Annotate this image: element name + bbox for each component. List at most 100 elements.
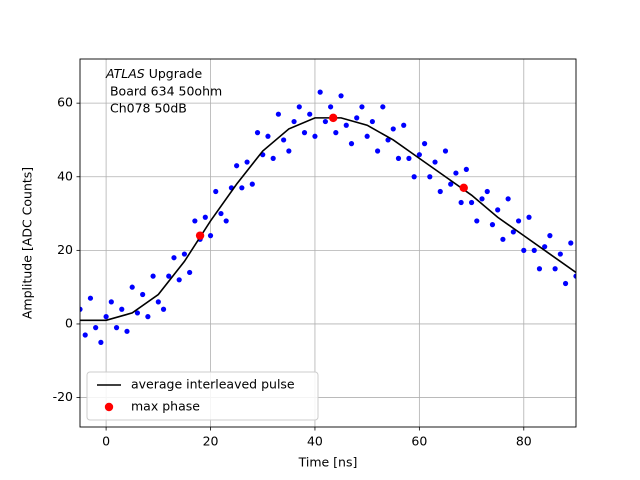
scatter-point (510, 229, 516, 235)
scatter-point (322, 118, 328, 125)
scatter-point (312, 133, 318, 139)
scatter-point (390, 126, 396, 132)
scatter-point (489, 222, 496, 228)
scatter-point (343, 122, 349, 128)
scatter-point (129, 284, 135, 290)
scatter-point (359, 104, 365, 110)
legend-marker (104, 402, 114, 412)
scatter-point (432, 159, 438, 165)
scatter-point (234, 163, 240, 169)
axes-frame (79, 58, 577, 428)
legend-box (86, 371, 319, 421)
scatter-point (562, 280, 569, 287)
scatter-point (395, 155, 402, 161)
scatter-point (254, 130, 261, 136)
scatter-point (171, 255, 177, 261)
scatter-point (113, 325, 120, 331)
scatter-point (328, 104, 334, 110)
scatter-point (333, 130, 339, 136)
scatter-point (573, 273, 576, 279)
plot-area (80, 89, 576, 345)
scatter-point (421, 141, 428, 147)
scatter-point (453, 170, 459, 176)
scatter-point (187, 269, 193, 276)
max-phase-point (195, 231, 205, 240)
scatter-point (296, 104, 302, 110)
scatter-point (411, 174, 417, 180)
scatter-point (134, 310, 141, 316)
scatter-point (140, 291, 146, 298)
scatter-point (442, 148, 449, 154)
scatter-point (301, 130, 308, 136)
scatter-point (192, 218, 198, 224)
scatter-point (448, 181, 454, 187)
scatter-point (406, 155, 412, 161)
scatter-point (275, 111, 281, 117)
scatter-point (380, 104, 386, 110)
scatter-point (98, 339, 104, 345)
scatter-point (155, 299, 161, 305)
scatter-point (338, 93, 344, 99)
scatter-point (145, 314, 151, 320)
scatter-point (108, 299, 114, 305)
annotation: ATLAS Upgrade (105, 66, 202, 81)
scatter-point (239, 185, 245, 191)
scatter-point (369, 118, 375, 125)
scatter-point (166, 273, 172, 279)
y-tick-label: 0 (65, 315, 73, 330)
scatter-point (474, 218, 480, 224)
x-tick-label: 40 (307, 434, 323, 449)
scatter-point (281, 137, 287, 143)
scatter-point (207, 233, 214, 239)
scatter-point (160, 306, 167, 312)
scatter-point (124, 328, 130, 334)
scatter-point (244, 159, 250, 165)
scatter-point (505, 196, 511, 202)
scatter-point (536, 266, 543, 272)
scatter-point (568, 240, 574, 246)
y-axis-label: Amplitude [ADC Counts] (20, 167, 35, 319)
scatter-point (531, 247, 537, 253)
scatter-point (521, 247, 527, 253)
scatter-point (317, 89, 323, 95)
x-axis-label: Time [ns] (298, 455, 358, 470)
scatter-point (500, 236, 506, 242)
scatter-point (270, 155, 276, 161)
scatter-point (479, 196, 485, 202)
scatter-point (364, 133, 370, 139)
scatter-point (557, 251, 563, 257)
x-tick-label: 80 (516, 434, 532, 449)
scatter-point (150, 273, 156, 279)
scatter-point (348, 141, 355, 147)
scatter-point (354, 115, 360, 121)
scatter-point (307, 111, 313, 117)
scatter-point (468, 199, 475, 206)
scatter-point (495, 207, 501, 213)
scatter-point (93, 325, 99, 331)
scatter-point (223, 218, 229, 224)
scatter-point (249, 181, 255, 187)
scatter-point (552, 266, 558, 272)
scatter-point (515, 218, 522, 224)
legend-label: average interleaved pulse (131, 377, 295, 392)
x-tick-label: 0 (102, 434, 110, 449)
scatter-point (458, 199, 464, 206)
pulse-line (80, 117, 576, 322)
scatter-point (82, 332, 88, 338)
y-tick-label: 40 (57, 168, 73, 183)
max-phase-point (329, 113, 338, 123)
scatter-point (181, 251, 188, 257)
scatter-point (542, 244, 548, 250)
scatter-point (103, 314, 109, 320)
scatter-point (484, 188, 490, 195)
scatter-point (401, 122, 407, 128)
annotation-line: Ch078 50dB (106, 101, 187, 116)
scatter-point (218, 210, 224, 217)
scatter-point (291, 118, 297, 125)
x-tick-label: 20 (203, 434, 219, 449)
scatter-point (547, 233, 553, 239)
scatter-point (526, 214, 532, 220)
scatter-point (427, 174, 433, 180)
max-phase-point (459, 183, 468, 192)
